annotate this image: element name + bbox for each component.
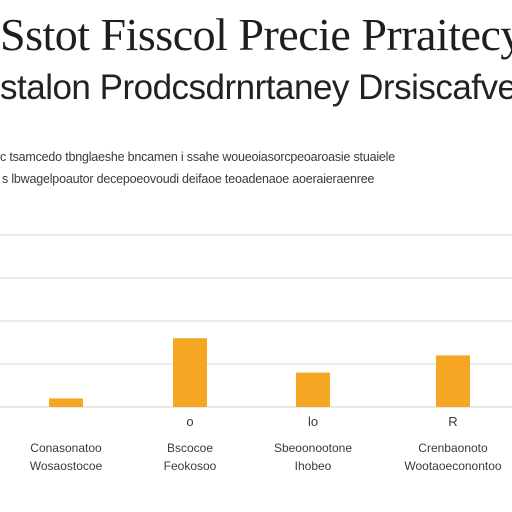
category-label: Conasonatoo Wosaostocoe bbox=[30, 441, 103, 473]
bar bbox=[436, 355, 470, 407]
grid-lines bbox=[0, 234, 512, 408]
bar bbox=[296, 372, 330, 407]
category-label: Bscocoe Feokosoo bbox=[164, 441, 217, 473]
chart-subtitle-line-2: s lbwagelpoautor decepoeovoudi deifaoe t… bbox=[2, 172, 375, 186]
bar bbox=[49, 398, 83, 407]
category-top-label: o bbox=[186, 414, 193, 429]
chart-subtitle-line-1: c tsamcedo tbnglaeshe bncamen i ssahe wo… bbox=[0, 150, 395, 164]
bars bbox=[49, 338, 470, 407]
category-top-label: R bbox=[448, 414, 457, 429]
category-label: Sbeoonootone Ihobeo bbox=[274, 441, 352, 473]
category-label: Crenbaonoto Wootaoeconontoo bbox=[404, 441, 502, 473]
chart-title-line-2: stalon Prodcsdrnrtaney Drsiscafve bbox=[0, 68, 512, 107]
category-labels: o lo R Conasonatoo Wosaostocoe Bscocoe Feokoso… bbox=[30, 414, 502, 473]
bar-chart: o lo R Conasonatoo Wosaostocoe Bscocoe Feokoso… bbox=[0, 234, 512, 473]
chart-title-line-1: Sstot Fisscol Precie Prraitecyr bbox=[0, 10, 512, 60]
bar bbox=[173, 338, 207, 407]
category-top-label: lo bbox=[308, 414, 318, 429]
